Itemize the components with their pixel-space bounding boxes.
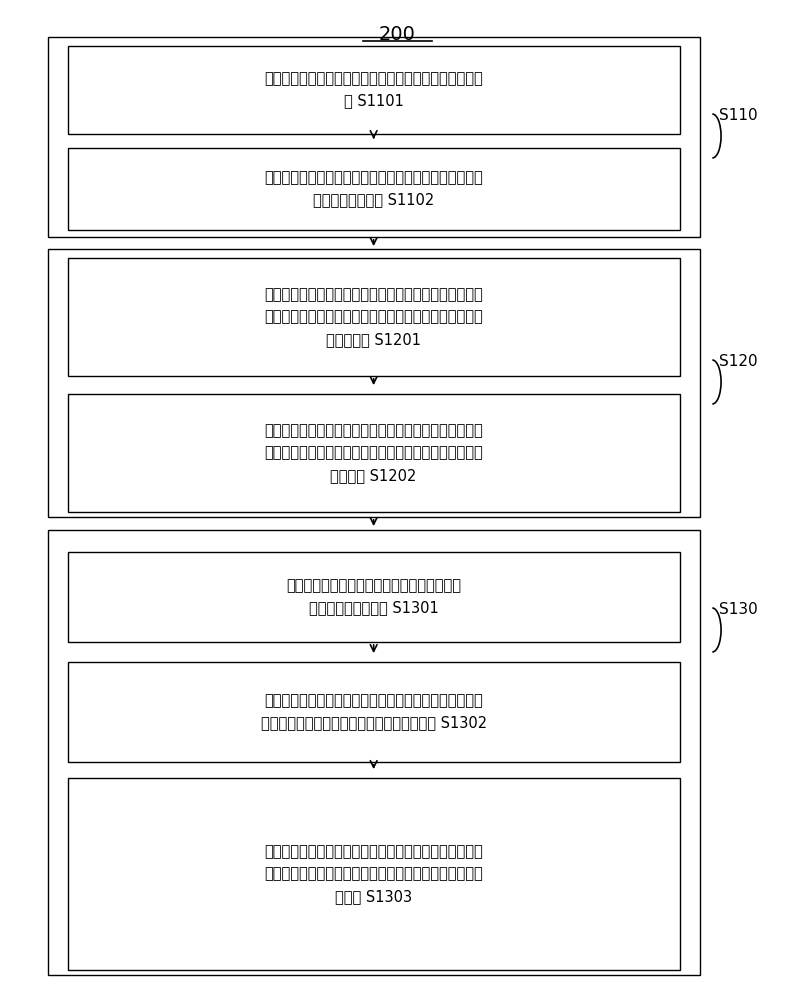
Text: 根据控制点三相电压的平均值、控制点运行短路容量和控
制点母线电压偏差值，计算控制点无功需求值 S1302: 根据控制点三相电压的平均值、控制点运行短路容量和控 制点母线电压偏差值，计算控制… — [261, 693, 487, 731]
FancyBboxPatch shape — [68, 778, 680, 970]
FancyBboxPatch shape — [68, 148, 680, 230]
FancyBboxPatch shape — [68, 552, 680, 642]
Text: 计算控制点母线电压目标值与电压有效值的差值作为控制
点母线电压偏差值 S1102: 计算控制点母线电压目标值与电压有效值的差值作为控制 点母线电压偏差值 S1102 — [264, 170, 483, 208]
Text: 对控制点母线电压的采样值进行半波积分，得到电压有效
值 S1101: 对控制点母线电压的采样值进行半波积分，得到电压有效 值 S1101 — [264, 71, 483, 109]
Text: S110: S110 — [719, 108, 758, 123]
FancyBboxPatch shape — [48, 37, 700, 237]
Text: S130: S130 — [719, 602, 758, 617]
FancyBboxPatch shape — [68, 258, 680, 376]
FancyBboxPatch shape — [68, 394, 680, 512]
Text: 根据无功功率为零时的电压值、至少两组无功功率值以及
与该至少两组无功功率值对应的电压值，计算控制点运行
短路容量 S1202: 根据无功功率为零时的电压值、至少两组无功功率值以及 与该至少两组无功功率值对应的… — [264, 423, 483, 483]
Text: 获取无功补偿装置的控制点母线的无功功率为零时的电压
值、至少两组无功功率值以及与该至少两组无功功率值对
应的电压值 S1201: 获取无功补偿装置的控制点母线的无功功率为零时的电压 值、至少两组无功功率值以及与… — [264, 287, 483, 347]
Text: S120: S120 — [719, 355, 758, 369]
FancyBboxPatch shape — [68, 46, 680, 134]
Text: 利用针对每个步长的对额定容性无功容量的调节比例、额
定容性无功容量和控制点无功需求值，计算控制增益的调
节步数 S1303: 利用针对每个步长的对额定容性无功容量的调节比例、额 定容性无功容量和控制点无功需… — [264, 844, 483, 904]
FancyBboxPatch shape — [68, 662, 680, 762]
FancyBboxPatch shape — [48, 530, 700, 975]
Text: 200: 200 — [379, 24, 416, 43]
FancyBboxPatch shape — [48, 249, 700, 517]
Text: 获取控制点三相电压的平均值和无功补偿装置
的额定容性无功容量 S1301: 获取控制点三相电压的平均值和无功补偿装置 的额定容性无功容量 S1301 — [286, 578, 461, 616]
